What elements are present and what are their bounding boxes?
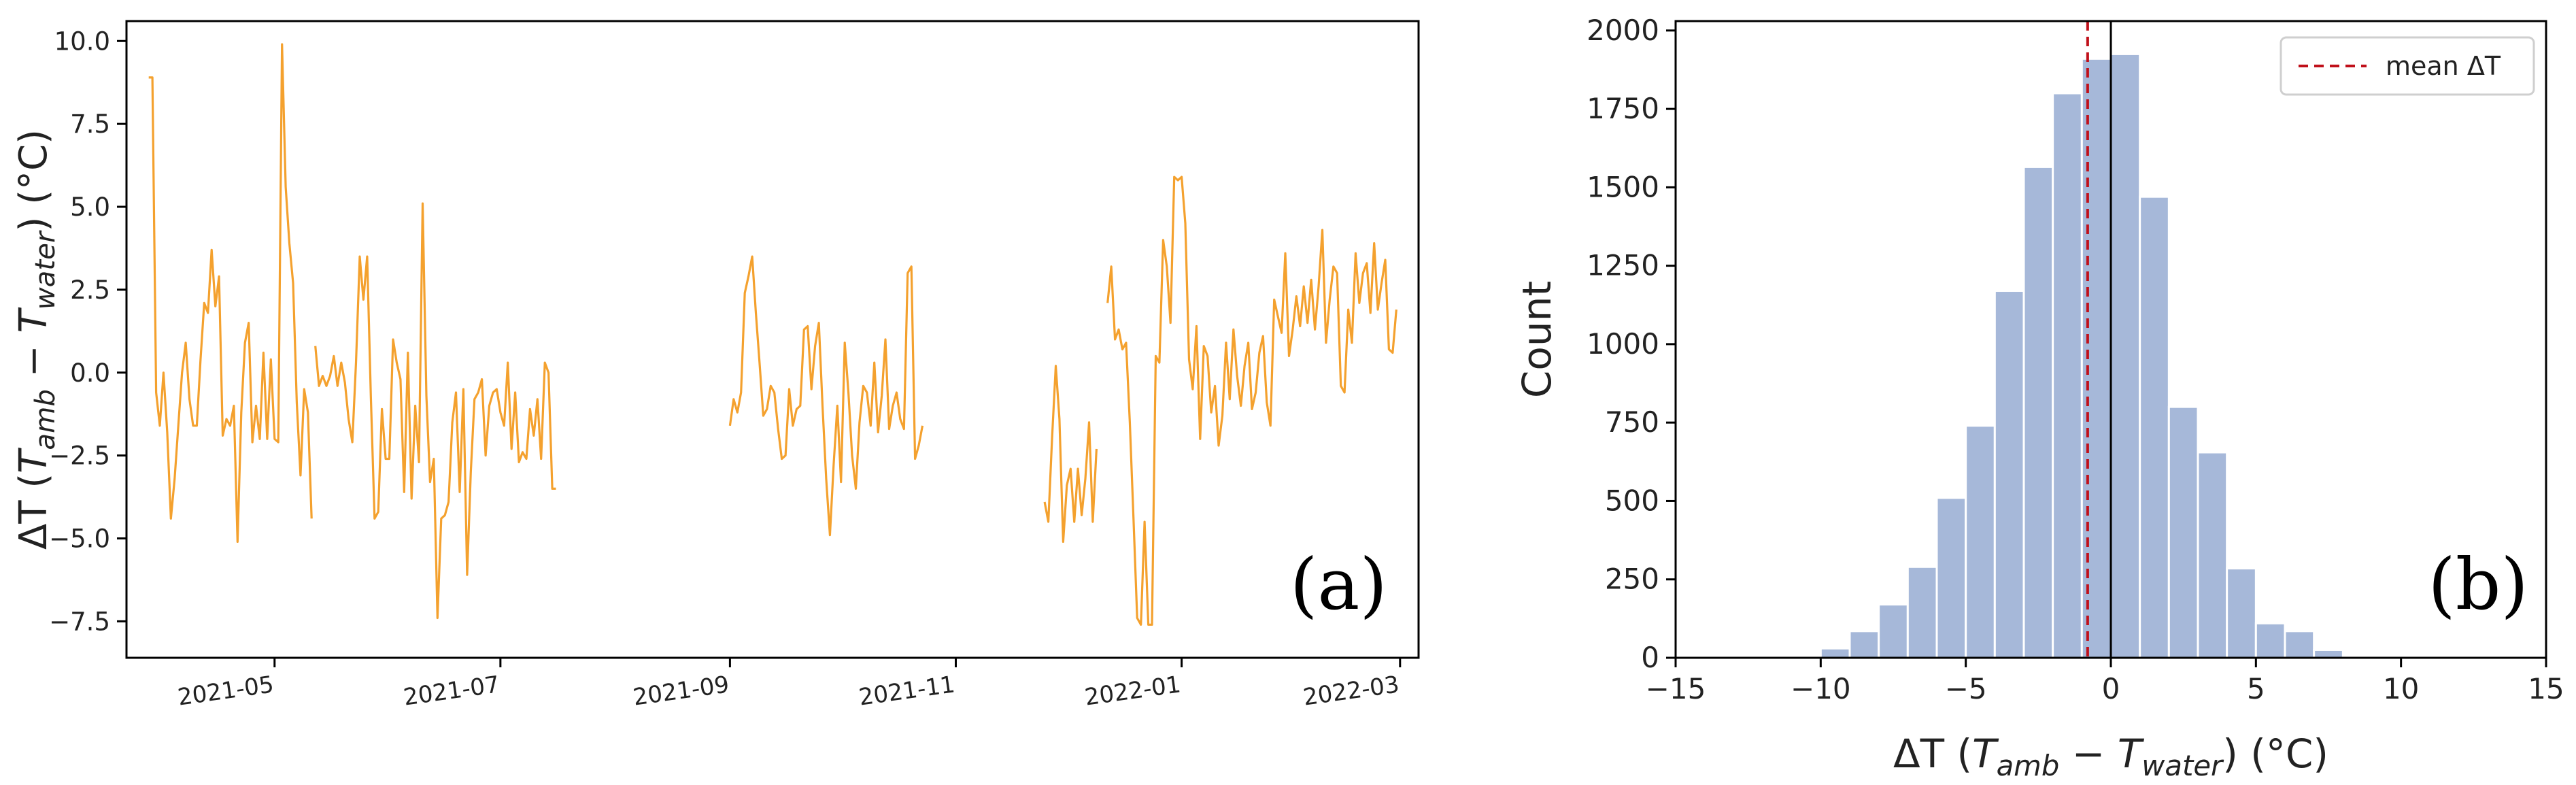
histogram-bar (2080, 57, 2112, 659)
series-segment-3 (728, 255, 924, 537)
x-tick-label: 2022-01 (1083, 671, 1183, 711)
y-tick-label: 1250 (1587, 249, 1659, 282)
panel-b-legend: mean ΔT (2280, 36, 2535, 96)
y-tick-label: 2.5 (70, 275, 110, 305)
y-tick-label: 500 (1605, 484, 1659, 517)
y-tick-label: 1750 (1587, 92, 1659, 125)
panel-b-x-axis-label: ΔT (Tamb − Twater) (°C) (1893, 731, 2328, 782)
histogram-bar (1906, 565, 1938, 659)
histogram-bar (2313, 648, 2344, 659)
y-tick-label: 10.0 (54, 27, 110, 56)
y-tick-label: 2000 (1587, 14, 1659, 47)
panel-a-x-ticks: 2021-05 2021-07 2021-09 2021-11 2022-01 2022-… (176, 658, 1402, 712)
panel-b-tag: (b) (2428, 543, 2528, 626)
x-tick-label: 0 (2102, 672, 2120, 705)
histogram-bar (1965, 424, 1996, 659)
histogram-bar (2197, 451, 2228, 659)
histogram-bar (2139, 195, 2170, 659)
panel-a-tag: (a) (1290, 543, 1387, 626)
histogram-bar (2052, 92, 2083, 659)
series-segment-4 (1043, 365, 1098, 543)
y-tick-label: 1000 (1587, 327, 1659, 361)
histogram-bar (2226, 567, 2257, 659)
histogram-bar (1935, 497, 1967, 659)
y-tick-label: 250 (1605, 563, 1659, 596)
x-tick-label: 2021-05 (176, 671, 275, 711)
x-tick-label: 5 (2247, 672, 2265, 705)
panel-b-y-axis-label: Count (1514, 281, 1560, 398)
panel-a-axes-frame (125, 20, 1420, 659)
x-tick-label: 2021-09 (631, 671, 730, 711)
panel-a-y-ticks: −7.5 −5.0 −2.5 0.0 2.5 5.0 7.5 10.0 (49, 27, 126, 636)
histogram-bar (1878, 603, 1909, 659)
x-tick-label: −10 (1791, 672, 1851, 705)
y-tick-label: −5.0 (49, 524, 110, 554)
panel-a-series (148, 43, 1397, 626)
histogram-bar (1993, 290, 2025, 659)
histogram-bar (2022, 165, 2054, 659)
y-tick-label: 0.0 (70, 358, 110, 388)
y-tick-label: 0 (1641, 641, 1659, 674)
series-segment-1 (148, 43, 313, 543)
x-tick-label: 10 (2383, 672, 2419, 705)
legend-box (2280, 36, 2535, 96)
panel-a-y-axis-label: ΔT (Tamb − Twater) (°C) (12, 129, 61, 550)
y-tick-label: 7.5 (70, 110, 110, 139)
histogram-bar (1819, 647, 1851, 659)
panel-b-bars (1819, 52, 2490, 659)
histogram-bar (2109, 52, 2141, 659)
y-tick-label: 1500 (1587, 170, 1659, 203)
panel-a-line-chart: −7.5−5.0−2.50.02.55.07.510.0 2021-05 2021… (12, 20, 1420, 712)
panel-b-histogram: 0 250 500 750 1000 1250 1500 1750 2000 −15 −10 −5 0… (1514, 14, 2564, 782)
histogram-bar (2284, 630, 2316, 659)
panel-b-y-ticks: 0 250 500 750 1000 1250 1500 1750 2000 (1587, 14, 1676, 674)
y-tick-label: 5.0 (70, 193, 110, 222)
series-segment-2 (314, 202, 556, 620)
legend-label: mean ΔT (2386, 51, 2501, 81)
x-tick-label: −15 (1646, 672, 1706, 705)
x-tick-label: 2021-07 (402, 671, 501, 711)
histogram-bar (2167, 405, 2199, 659)
x-tick-label: −5 (1945, 672, 1987, 705)
histogram-bar (1848, 630, 1880, 659)
y-tick-label: 750 (1605, 405, 1659, 439)
panel-b-x-ticks: −15 −10 −5 0 5 10 15 (1646, 658, 2564, 705)
x-tick-label: 2022-03 (1302, 671, 1401, 711)
x-tick-label: 15 (2528, 672, 2564, 705)
y-tick-label: −7.5 (49, 607, 110, 636)
series-segment-5 (1106, 176, 1397, 626)
y-tick-label: −2.5 (49, 441, 110, 471)
x-tick-label: 2021-11 (857, 671, 956, 711)
histogram-bar (2254, 622, 2286, 659)
